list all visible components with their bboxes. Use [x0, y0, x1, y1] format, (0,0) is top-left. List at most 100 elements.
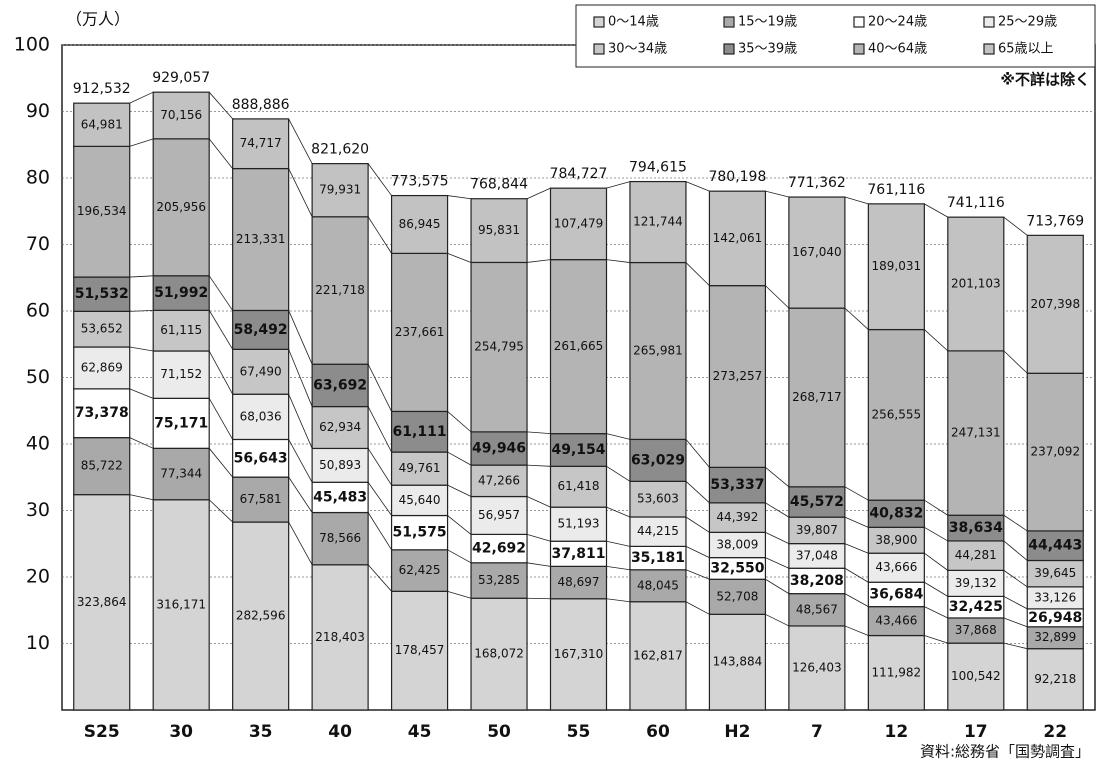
value-label: 47,266	[478, 473, 520, 487]
value-label: 168,072	[474, 647, 524, 661]
value-label: 61,111	[393, 424, 447, 440]
value-label: 37,868	[955, 623, 997, 637]
connector	[367, 406, 392, 453]
bar-segment	[549, 187, 608, 261]
total-label: 761,116	[867, 182, 925, 198]
value-label: 79,931	[319, 183, 361, 197]
connector	[526, 562, 551, 567]
bar-segment	[867, 606, 925, 637]
bar-segment	[1026, 372, 1084, 532]
bar-segment	[73, 310, 131, 348]
y-tick-label: 60	[26, 300, 50, 322]
value-label: 167,040	[792, 245, 842, 259]
connector	[765, 467, 790, 488]
bar-segment	[73, 346, 131, 390]
connector	[527, 431, 551, 435]
connector	[1003, 642, 1028, 650]
connector	[288, 394, 313, 449]
total-label: 888,886	[232, 97, 290, 113]
value-label: 37,811	[551, 546, 605, 562]
total-label: 929,057	[152, 70, 210, 86]
bar-segment	[708, 502, 767, 533]
connector	[844, 543, 869, 554]
connector	[844, 516, 869, 528]
value-label: 316,171	[156, 597, 206, 611]
y-tick-label: 50	[26, 366, 50, 388]
total-label: 768,844	[470, 177, 528, 193]
legend-swatch	[593, 16, 605, 28]
connector	[844, 486, 869, 501]
value-label: 49,761	[399, 461, 441, 475]
bar-segment	[232, 438, 290, 478]
connector	[765, 190, 789, 198]
bar-segment	[1026, 559, 1084, 588]
bar-segment	[390, 451, 449, 486]
bar-segment	[788, 625, 846, 711]
y-tick-label: 20	[26, 566, 50, 588]
value-label: 32,899	[1034, 630, 1076, 644]
legend-label: 15～19歳	[738, 15, 797, 30]
value-label: 143,884	[713, 655, 763, 669]
connector	[606, 565, 631, 571]
legend-label: 25～29歳	[998, 15, 1057, 30]
connector	[1003, 514, 1028, 532]
bar-segment	[708, 578, 767, 615]
connector	[288, 168, 313, 217]
connector	[527, 464, 551, 467]
connector	[606, 506, 631, 518]
value-label: 67,581	[240, 492, 282, 506]
value-label: 86,945	[399, 217, 441, 231]
bar-segment	[470, 261, 528, 433]
legend-label: 30～34歳	[608, 42, 667, 57]
connector	[447, 549, 472, 564]
connector	[367, 448, 392, 486]
connector	[447, 484, 472, 497]
value-label: 68,036	[240, 409, 282, 423]
bar-segment	[788, 567, 846, 595]
bar-segment	[947, 617, 1005, 644]
value-label: 26,948	[1028, 610, 1082, 626]
x-tick-label: 12	[885, 722, 909, 742]
total-label: 794,615	[629, 160, 687, 176]
x-tick-label: 45	[408, 722, 432, 742]
connector	[447, 451, 472, 466]
legend-label: 65歳以上	[998, 42, 1054, 57]
connector	[1003, 350, 1028, 374]
value-label: 107,479	[554, 216, 604, 230]
value-label: 42,692	[472, 541, 526, 557]
connector	[208, 398, 234, 440]
connector	[288, 521, 313, 565]
connector	[129, 275, 154, 278]
connector	[924, 635, 948, 644]
total-label: 741,116	[947, 195, 1005, 211]
value-label: 45,572	[790, 494, 844, 510]
value-label: 62,869	[81, 360, 123, 374]
connector	[765, 613, 790, 627]
x-tick-label: 35	[249, 722, 273, 742]
bar-segment	[152, 350, 210, 399]
x-tick-label: 60	[646, 722, 670, 742]
connector	[606, 433, 631, 440]
connector	[685, 481, 710, 504]
value-label: 51,575	[393, 525, 447, 541]
connector	[208, 350, 234, 395]
connector	[685, 439, 710, 468]
bar-segment	[629, 480, 687, 518]
bar-segment	[708, 613, 767, 711]
bar-segment	[788, 593, 846, 627]
connector	[924, 552, 949, 571]
value-label: 48,697	[558, 575, 600, 589]
value-label: 61,418	[558, 479, 600, 493]
value-label: 256,555	[872, 407, 922, 421]
bar-segment	[232, 348, 290, 395]
value-label: 35,181	[631, 550, 685, 566]
value-label: 39,807	[796, 523, 838, 537]
bar-segment	[629, 180, 687, 264]
connector	[844, 307, 869, 330]
bar-segment	[549, 259, 608, 435]
total-label: 773,575	[391, 174, 449, 190]
bar-segment	[232, 309, 290, 350]
value-label: 254,795	[474, 340, 524, 354]
bar-segment	[1026, 648, 1084, 711]
y-tick-label: 10	[26, 632, 50, 654]
